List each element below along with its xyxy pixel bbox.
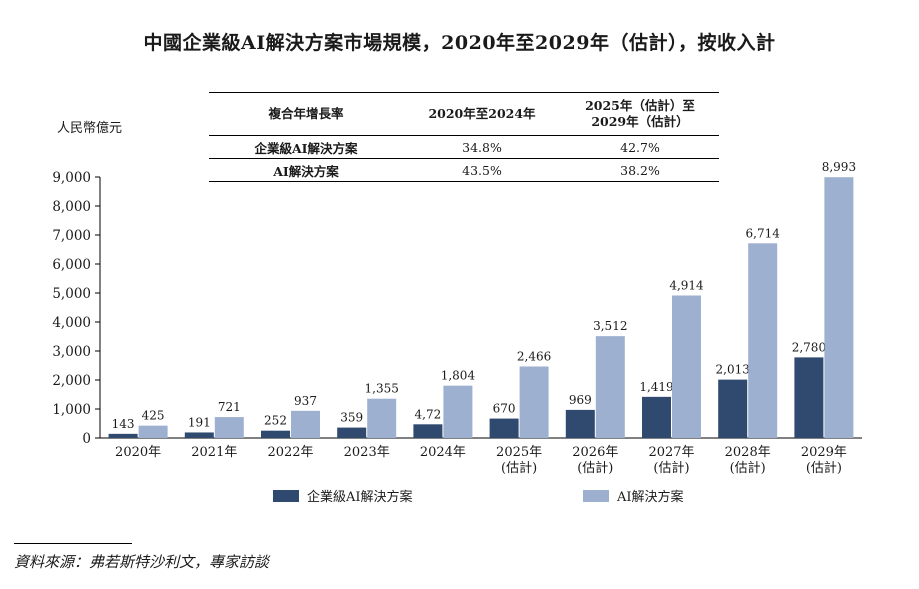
bar-enterprise-ai — [413, 424, 443, 438]
cagr-value: 42.7% — [620, 139, 660, 155]
bar-enterprise-ai — [718, 379, 748, 438]
data-label: 2,013 — [716, 363, 750, 377]
x-tick-label: 2022年 — [267, 445, 313, 460]
data-label: 2,466 — [517, 349, 551, 363]
data-label: 4,72 — [415, 407, 442, 421]
bar-ai-solution — [672, 295, 701, 438]
bar-ai-solution — [138, 425, 168, 438]
y-tick-label: 7,000 — [52, 228, 91, 244]
data-label: 670 — [493, 402, 516, 416]
bar-ai-solution — [214, 417, 244, 438]
y-axis-unit-label: 人民幣億元 — [57, 121, 123, 136]
bar-enterprise-ai — [108, 433, 138, 438]
data-label: 1,355 — [365, 382, 399, 396]
x-tick-label: 2020年 — [115, 445, 161, 460]
legend-swatch-series2 — [583, 489, 609, 502]
bar-ai-solution — [367, 398, 397, 438]
bar-enterprise-ai — [489, 418, 519, 438]
data-label: 969 — [569, 393, 592, 407]
x-tick-label: 2026年 — [572, 445, 618, 460]
cagr-value: 43.5% — [462, 162, 502, 178]
cagr-header-row: 複合年增長率 2020年至2024年 2025年（估計）至 2029年（估計） — [209, 92, 719, 136]
cagr-value: 34.8% — [462, 139, 502, 155]
data-label: 359 — [340, 411, 363, 425]
bar-ai-solution — [519, 366, 549, 438]
bar-enterprise-ai — [642, 396, 671, 438]
data-label: 143 — [112, 417, 135, 431]
cagr-header-period1: 2020年至2024年 — [428, 106, 536, 121]
y-tick-label: 1,000 — [52, 402, 91, 418]
bar-ai-solution — [443, 385, 473, 438]
y-tick-label: 9,000 — [52, 170, 91, 186]
data-label: 252 — [264, 414, 287, 428]
x-tick-label: 2024年 — [420, 445, 466, 460]
legend-label-series2: AI解決方案 — [617, 490, 684, 505]
chart-title: 中國企業級AI解決方案市場規模，2020年至2029年（估計），按收入計 — [143, 32, 776, 54]
bar-enterprise-ai — [337, 427, 367, 438]
bar-enterprise-ai — [261, 430, 290, 438]
cagr-header-period2-line2: 2029年（估計） — [591, 114, 689, 129]
y-tick-label: 0 — [82, 431, 91, 447]
cagr-row: 企業級AI解決方案 34.8% 42.7% — [209, 136, 719, 159]
bar-enterprise-ai — [794, 357, 824, 438]
data-label: 4,914 — [669, 278, 704, 292]
x-tick-label: (估計) — [653, 460, 689, 476]
bar-ai-solution — [595, 336, 625, 438]
y-tick-label: 3,000 — [52, 344, 91, 360]
x-tick-label: (估計) — [501, 460, 537, 476]
cagr-table: 複合年增長率 2020年至2024年 2025年（估計）至 2029年（估計） … — [209, 92, 719, 182]
source-note: 資料來源：弗若斯特沙利文，專家訪談 — [14, 553, 270, 571]
source-divider — [14, 543, 132, 544]
data-label: 721 — [218, 400, 241, 414]
x-tick-label: 2027年 — [648, 445, 694, 460]
x-tick-label: 2029年 — [801, 445, 847, 460]
cagr-header-period2: 2025年（估計）至 2029年（估計） — [561, 93, 719, 136]
bar-ai-solution — [748, 243, 778, 438]
x-tick-label: (估計) — [806, 460, 842, 476]
cagr-header-period2-line1: 2025年（估計）至 — [585, 98, 695, 113]
y-tick-label: 8,000 — [52, 199, 91, 215]
legend-item-series2: AI解決方案 — [583, 486, 684, 505]
y-tick-label: 2,000 — [52, 373, 91, 389]
data-label: 1,419 — [639, 380, 673, 394]
x-tick-label: 2023年 — [344, 445, 390, 460]
cagr-value: 38.2% — [620, 162, 660, 178]
data-label: 3,512 — [593, 319, 627, 333]
cagr-row: AI解決方案 43.5% 38.2% — [209, 159, 719, 182]
data-label: 6,714 — [746, 226, 781, 240]
data-label: 2,780 — [792, 340, 826, 354]
y-tick-label: 4,000 — [52, 315, 91, 331]
x-tick-label: 2025年 — [496, 445, 542, 460]
data-label: 1,804 — [441, 369, 476, 383]
y-tick-label: 6,000 — [52, 257, 91, 273]
x-tick-label: 2021年 — [191, 445, 237, 460]
legend-swatch-series1 — [273, 489, 299, 502]
data-label: 425 — [142, 409, 165, 423]
data-label: 937 — [294, 394, 317, 408]
data-label: 8,993 — [822, 160, 856, 174]
cagr-row-label: 企業級AI解決方案 — [254, 140, 358, 156]
y-tick-label: 5,000 — [52, 286, 91, 302]
bar-ai-solution — [824, 177, 854, 438]
cagr-header-label: 複合年增長率 — [268, 106, 344, 121]
legend-label-series1: 企業級AI解決方案 — [307, 490, 413, 505]
bar-ai-solution — [291, 410, 320, 438]
x-tick-label: 2028年 — [725, 445, 771, 460]
legend-item-series1: 企業級AI解決方案 — [273, 486, 413, 505]
bar-enterprise-ai — [184, 432, 214, 438]
bar-enterprise-ai — [565, 409, 595, 438]
x-tick-label: (估計) — [577, 460, 613, 476]
x-tick-label: (估計) — [730, 460, 766, 476]
cagr-row-label: AI解決方案 — [273, 163, 339, 179]
data-label: 191 — [188, 415, 211, 429]
